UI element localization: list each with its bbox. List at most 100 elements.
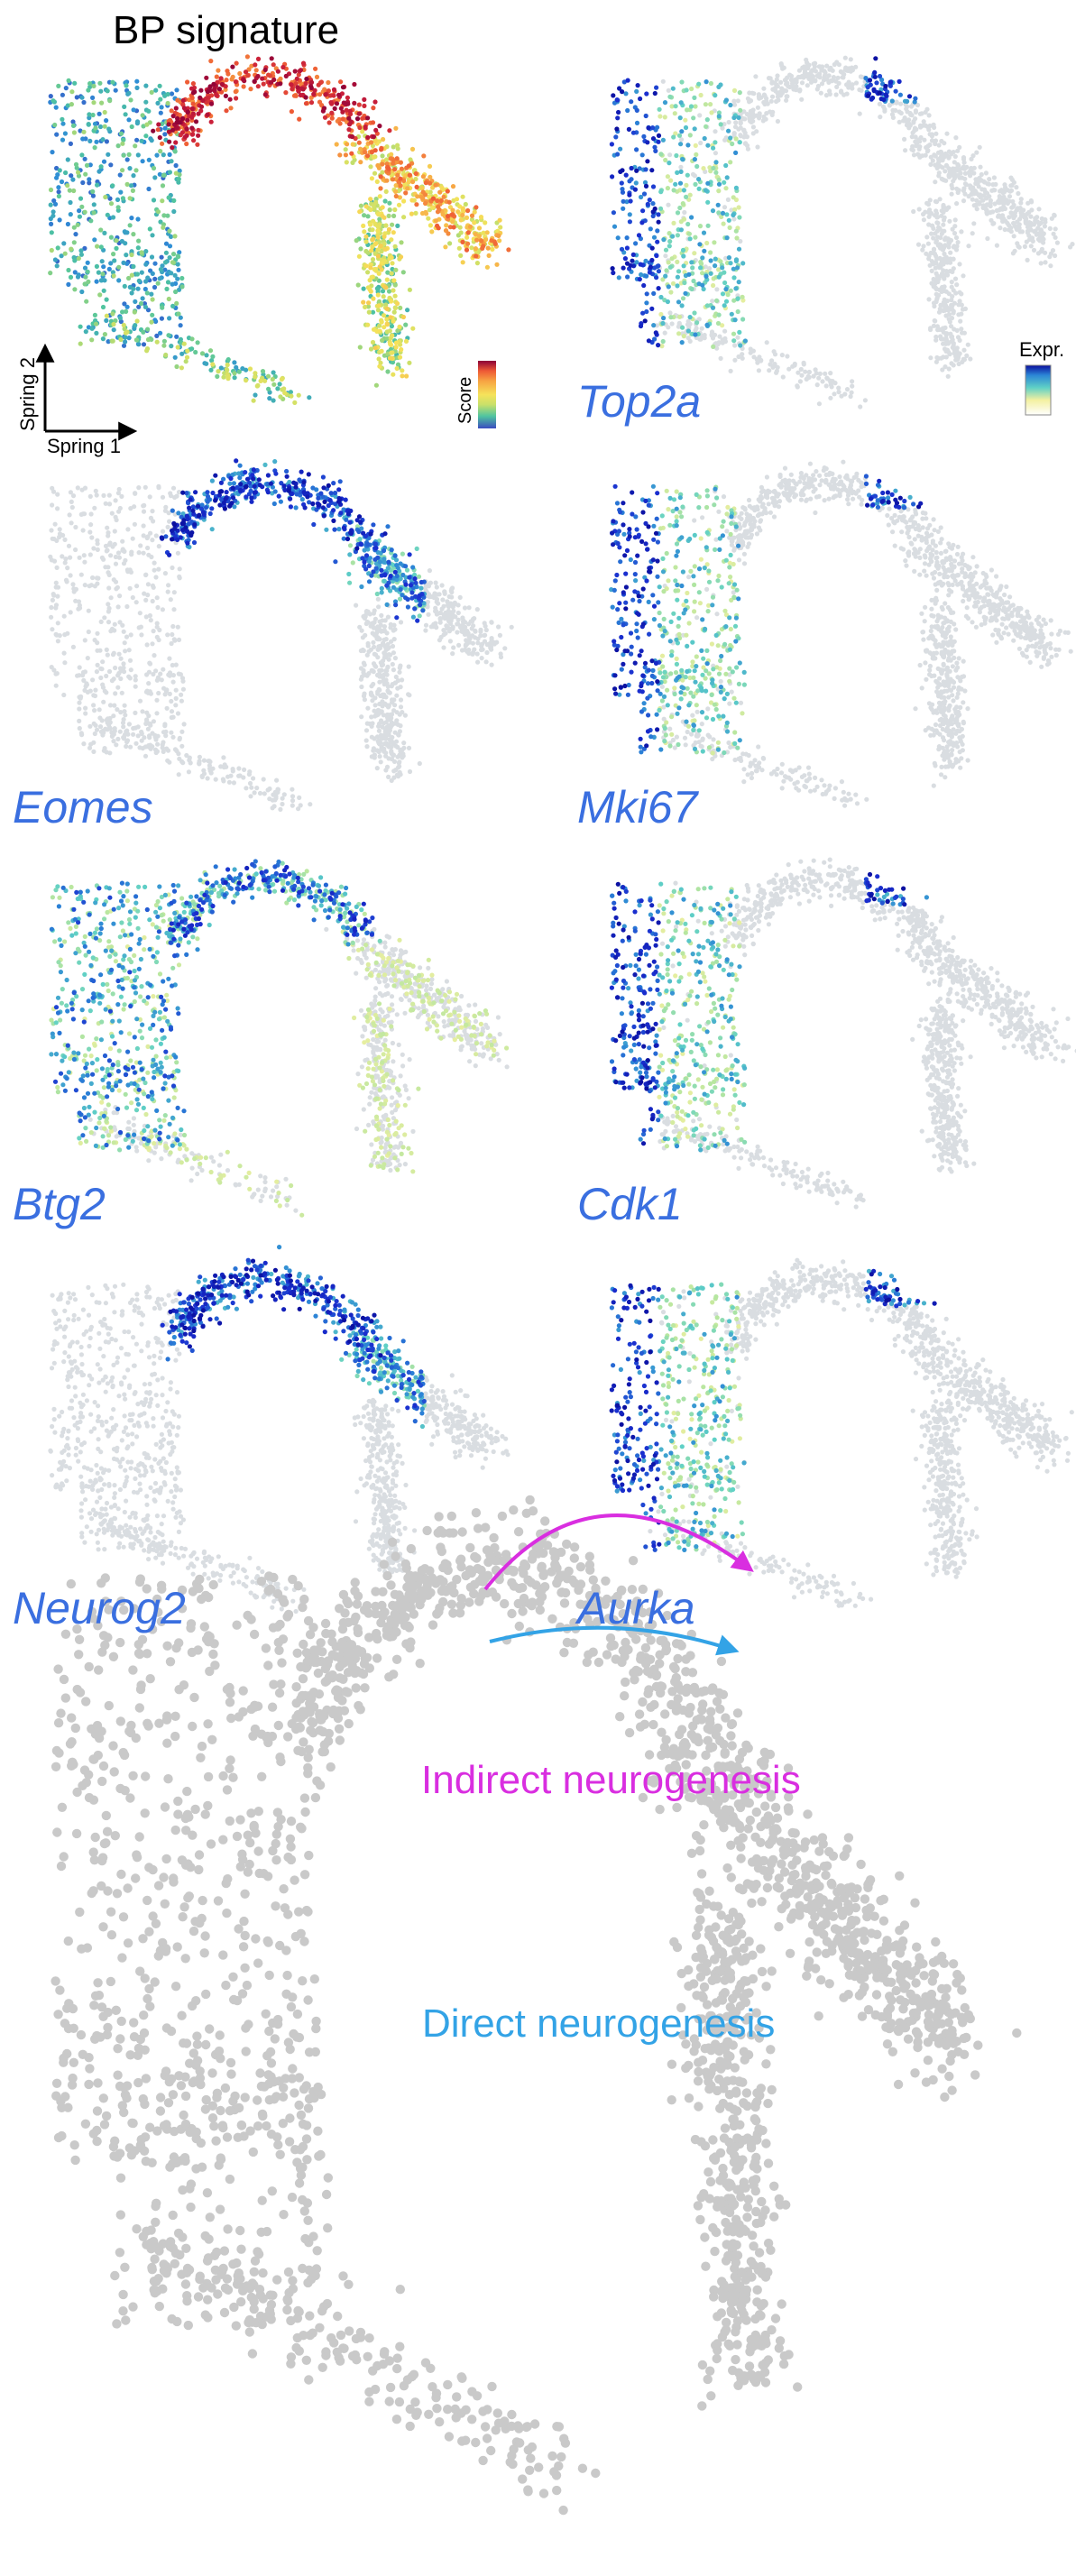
cell-dot	[690, 171, 696, 177]
cell-dot	[215, 373, 220, 379]
cell-dot	[770, 364, 776, 370]
cell-dot	[77, 665, 82, 670]
cell-dot	[145, 275, 151, 281]
cell-dot	[380, 289, 386, 294]
cell-dot	[303, 101, 309, 106]
cell-dot	[395, 223, 400, 228]
cell-dot	[450, 219, 455, 225]
cell-dot	[956, 302, 961, 308]
cell-dot	[407, 172, 412, 178]
cell-dot	[669, 256, 675, 262]
cell-dot	[950, 186, 955, 191]
cell-dot	[952, 153, 958, 160]
cell-dot	[365, 115, 371, 121]
cell-dot	[827, 91, 832, 97]
cell-dot	[147, 226, 152, 232]
cell-dot	[630, 258, 635, 263]
cell-dot	[639, 194, 644, 200]
cell-dot	[721, 221, 726, 226]
cell-dot	[761, 86, 767, 91]
cell-dot	[356, 111, 362, 116]
cell-dot	[774, 370, 779, 375]
cell-dot	[732, 207, 738, 212]
cell-dot	[108, 162, 114, 168]
cell-dot	[805, 83, 810, 88]
cell-dot	[143, 753, 149, 759]
cell-dot	[153, 575, 159, 580]
cell-dot	[163, 729, 169, 734]
cell-dot	[946, 173, 952, 179]
cell-dot	[689, 260, 694, 265]
cell-dot	[818, 90, 823, 96]
cell-dot	[409, 198, 415, 203]
cell-dot	[242, 767, 247, 772]
cell-dot	[55, 172, 60, 178]
cell-dot	[232, 375, 237, 381]
cell-dot	[379, 319, 384, 325]
cell-dot	[379, 612, 384, 618]
cell-dot	[949, 361, 954, 366]
cell-dot	[251, 776, 256, 781]
cell-dot	[725, 292, 731, 298]
cell-dot	[850, 86, 855, 91]
cell-dot	[933, 359, 939, 364]
cell-dot	[168, 597, 173, 603]
cell-dot	[668, 178, 674, 183]
cell-dot	[106, 152, 111, 157]
cell-dot	[143, 99, 149, 105]
cell-dot	[178, 323, 183, 328]
cell-dot	[816, 74, 822, 79]
cell-dot	[1028, 214, 1034, 219]
cell-dot	[438, 198, 444, 204]
cell-dot	[163, 241, 170, 246]
cell-dot	[692, 126, 697, 132]
cell-dot	[915, 152, 921, 157]
cell-dot	[66, 543, 72, 548]
cell-dot	[386, 690, 391, 695]
cell-dot	[418, 585, 424, 591]
cell-dot	[893, 88, 898, 94]
cell-dot	[711, 282, 716, 289]
cell-dot	[68, 199, 73, 206]
cell-dot	[708, 250, 713, 255]
cell-dot	[961, 330, 967, 336]
cell-dot	[929, 259, 934, 264]
cell-dot	[780, 66, 786, 71]
cell-dot	[678, 169, 684, 174]
cell-dot	[464, 235, 470, 240]
cell-dot	[732, 317, 738, 323]
cell-dot	[133, 710, 138, 715]
cell-dot	[94, 669, 99, 675]
cell-dot	[72, 258, 78, 263]
cell-dot	[271, 77, 277, 82]
cell-dot	[244, 367, 249, 373]
cell-dot	[659, 344, 665, 349]
cell-dot	[201, 758, 207, 763]
cell-dot	[106, 126, 112, 132]
cell-dot	[290, 794, 296, 799]
cell-dot	[363, 304, 368, 309]
cell-dot	[69, 520, 74, 526]
cell-dot	[705, 223, 711, 228]
cell-dot	[207, 348, 214, 354]
cell-dot	[57, 168, 62, 173]
cell-dot	[253, 374, 258, 380]
cell-dot	[143, 304, 148, 309]
cell-dot	[50, 627, 55, 632]
cell-dot	[171, 208, 177, 215]
cell-dot	[970, 197, 975, 202]
cell-dot	[740, 294, 745, 299]
cell-dot	[90, 189, 96, 194]
cell-dot	[226, 779, 232, 785]
cell-dot	[155, 209, 161, 215]
cell-dot	[460, 206, 465, 211]
cell-dot	[988, 203, 993, 209]
cell-dot	[51, 558, 58, 564]
cell-dot	[278, 81, 283, 87]
cell-dot	[171, 590, 177, 595]
cell-dot	[163, 250, 169, 255]
cell-dot	[630, 252, 636, 257]
cell-dot	[167, 228, 172, 234]
cell-dot	[753, 74, 759, 79]
